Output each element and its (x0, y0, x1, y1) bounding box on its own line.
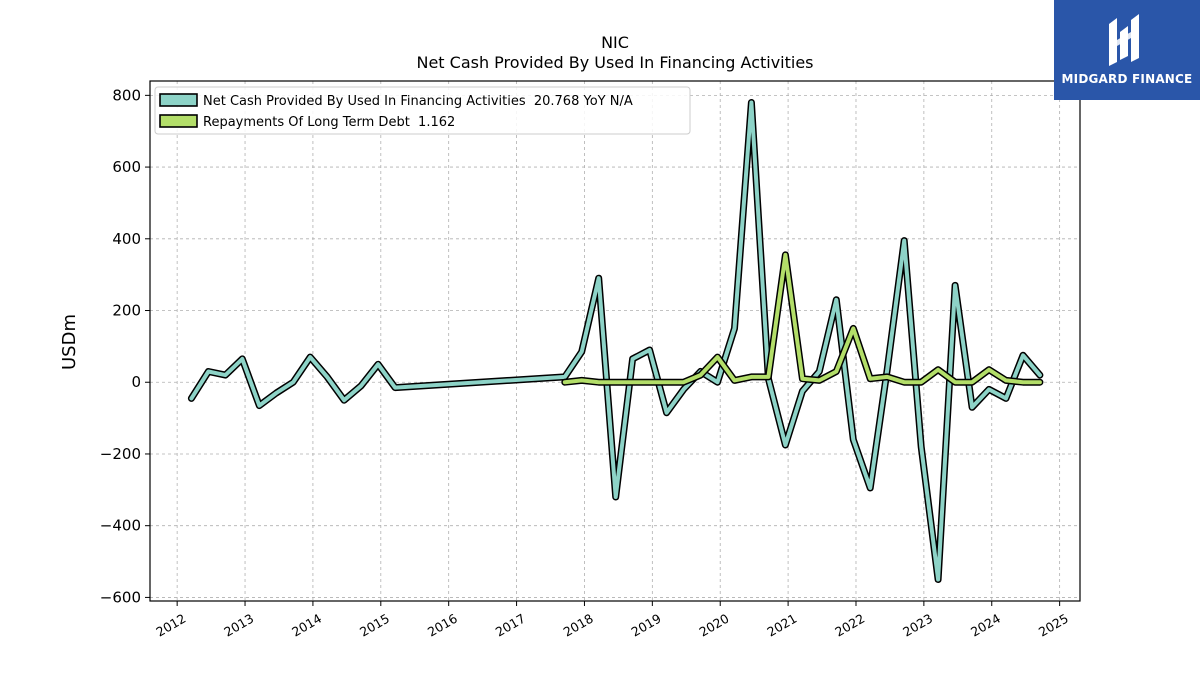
y-tick-label: −200 (100, 445, 141, 463)
x-tick-label: 2017 (493, 611, 528, 640)
brand-logo: MIDGARD FINANCE (1054, 0, 1200, 100)
grid (150, 81, 1080, 601)
series-lines (187, 99, 1044, 583)
logo-text: MIDGARD FINANCE (1061, 72, 1193, 86)
y-tick-label: 400 (112, 230, 141, 248)
y-tick-label: 600 (112, 158, 141, 176)
legend-box (154, 86, 691, 135)
y-tick-label: 0 (131, 373, 141, 391)
x-tick-label: 2013 (221, 611, 256, 640)
series-line-net-cash (189, 100, 1042, 582)
midgard-logo-icon (1109, 14, 1139, 66)
series-line-repayments (562, 252, 1042, 385)
legend-label-net-cash: Net Cash Provided By Used In Financing A… (203, 94, 633, 109)
x-tick-label: 2025 (1036, 611, 1071, 640)
x-tick-label: 2020 (696, 611, 731, 640)
x-tick-label: 2023 (900, 611, 935, 640)
y-tick-label: 800 (112, 86, 141, 104)
x-tick-label: 2015 (357, 611, 392, 640)
chart-title: NIC (601, 33, 629, 52)
x-axis: 2012 2013 2014 2015 2016 2017 2018 2019 2020 2021… (153, 601, 1071, 640)
x-tick-label: 2024 (968, 611, 1003, 640)
x-tick-label: 2019 (629, 611, 664, 640)
x-tick-label: 2022 (832, 611, 867, 640)
x-tick-label: 2018 (561, 611, 596, 640)
y-axis-label: USDm (59, 314, 80, 370)
legend-swatch-repayments (159, 114, 198, 128)
y-tick-label: −400 (100, 517, 141, 535)
x-tick-label: 2021 (764, 611, 799, 640)
legend-swatch-net-cash (159, 93, 198, 107)
chart-subtitle: Net Cash Provided By Used In Financing A… (416, 53, 813, 72)
y-tick-label: 200 (112, 302, 141, 320)
plot-frame (149, 80, 1081, 602)
y-tick-label: −600 (100, 588, 141, 606)
x-tick-label: 2016 (425, 611, 460, 640)
legend: Net Cash Provided By Used In Financing A… (154, 86, 691, 135)
y-axis: 800 600 400 200 0 −200 −400 −600 (100, 86, 150, 606)
x-tick-label: 2014 (289, 611, 324, 640)
x-tick-label: 2012 (153, 611, 188, 640)
legend-label-repayments: Repayments Of Long Term Debt 1.162 (203, 115, 455, 130)
